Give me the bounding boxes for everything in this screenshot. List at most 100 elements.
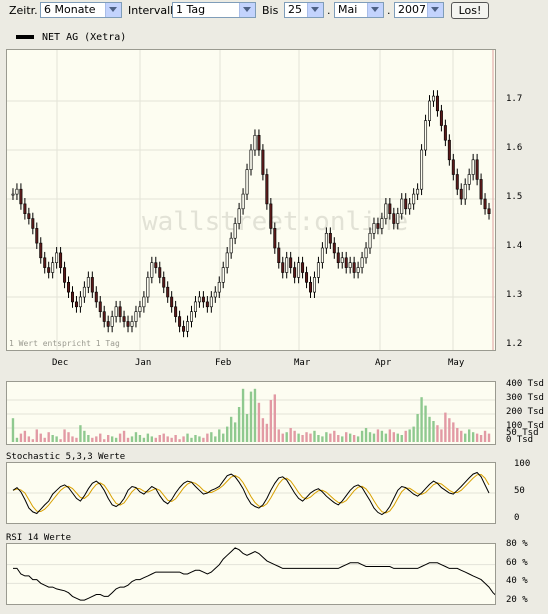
volume-bar [237,407,241,442]
rsi-chart [7,547,495,601]
chevron-down-icon[interactable] [427,3,443,17]
stochastic-y-axis: 100 50 0 [500,459,548,524]
volume-bar [130,436,134,442]
candle [241,193,245,210]
volume-bar [150,436,154,442]
candle [257,135,261,151]
volume-bar [154,437,157,442]
volume-bar [487,433,491,442]
volume-bar [71,436,74,442]
volume-bar [416,414,419,442]
legend-label: NET AG (Xetra) [42,32,127,43]
volume-bar [43,437,46,442]
candle [82,286,86,298]
chevron-down-icon[interactable] [367,3,383,17]
candle [463,184,467,200]
candle [142,296,146,308]
volume-bar [170,437,173,442]
candle [408,203,412,210]
candle [47,267,51,273]
day-select[interactable]: 25 [284,2,324,18]
chevron-down-icon[interactable] [239,3,255,17]
volume-bar [226,426,229,442]
volume-bar [360,430,364,442]
candle [70,291,74,303]
candle [11,193,15,196]
volume-bar [178,439,181,442]
candle [59,252,63,268]
stochastic-title: Stochastic 5,3,3 Werte [6,452,126,462]
volume-bar [448,418,451,442]
stochastic-d-line [12,473,490,514]
candle [420,149,424,190]
candle [225,252,229,268]
candle [90,277,94,293]
candle [324,233,328,249]
volume-bar [261,418,265,442]
candle [439,110,443,126]
y-tick-label: 60 % [506,557,528,568]
candle [340,257,344,264]
year-select[interactable]: 2007 [394,2,444,18]
candle [19,188,23,205]
candle [380,218,384,229]
y-tick-label: 1.4 [506,241,523,251]
candle [110,316,114,327]
volume-bar [325,432,328,442]
volume-bar [356,436,360,442]
y-tick-label: 1.7 [506,94,523,104]
candle [43,257,47,268]
volume-bar [19,433,23,442]
volume-bar [51,435,54,442]
candle [166,286,170,298]
volume-bar [126,437,130,442]
x-tick-label: May [448,358,465,368]
volume-bar [83,430,86,442]
candle [277,247,281,263]
candle [487,208,491,215]
volume-bar [432,421,435,442]
candle [293,267,297,278]
candle [412,193,416,205]
candle [205,301,209,308]
volume-bar [245,414,249,442]
month-axis: Dec Jan Feb Mar Apr May [6,351,496,373]
candle [479,179,483,200]
volume-bar [122,430,126,442]
volume-bar [79,425,82,442]
los-button[interactable]: Los! [451,2,489,19]
volume-bar [229,416,233,442]
candle [233,223,237,239]
volume-bar [436,425,439,442]
chevron-down-icon[interactable] [105,3,121,17]
volume-bar [99,433,102,442]
x-tick-label: Mar [294,358,311,368]
candle [316,262,320,278]
month-select[interactable]: Mai [334,2,384,18]
volume-bar [341,436,344,442]
candle [15,188,19,195]
candle [289,257,293,268]
candle [154,262,158,268]
bis-label: Bis [262,4,279,17]
candle [320,247,324,263]
volume-bar [281,433,284,442]
rsi-title: RSI 14 Werte [6,533,72,543]
y-tick-label: 80 % [506,539,528,549]
intervall-select[interactable]: 1 Tag [172,2,256,18]
x-tick-label: Jan [135,358,152,368]
candle [285,257,289,273]
volume-bar [257,402,261,442]
zeitraum-select[interactable]: 6 Monate [40,2,122,18]
chevron-down-icon[interactable] [307,3,323,17]
stochastic-panel [6,462,496,524]
volume-panel [6,381,496,445]
candle [297,262,301,278]
volume-bar [107,435,110,442]
volume-bar [396,433,399,442]
volume-bar [408,429,411,442]
volume-bar [467,429,471,442]
volume-bar [110,436,114,442]
volume-bar [424,405,427,442]
candle [305,272,309,283]
